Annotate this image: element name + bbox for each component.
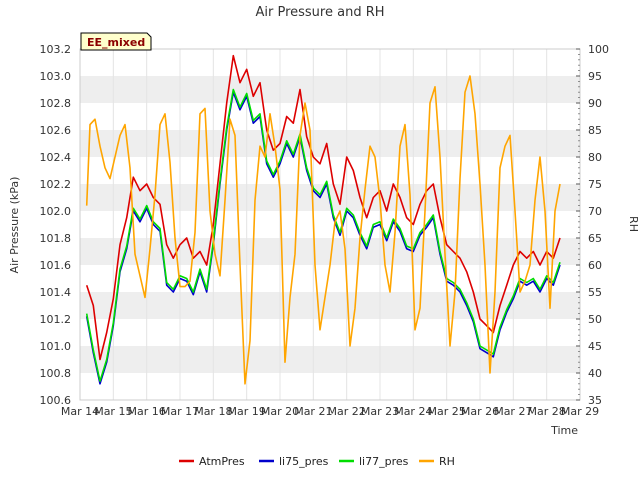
y-tick-label-right: 40 bbox=[588, 367, 602, 380]
badge: EE_mixed bbox=[80, 32, 152, 51]
x-tick-label: Mar 20 bbox=[261, 405, 299, 418]
y-axis-title-left: Air Pressure (kPa) bbox=[8, 177, 21, 274]
x-tick-label: Mar 18 bbox=[194, 405, 232, 418]
y-tick-label-right: 95 bbox=[588, 70, 602, 83]
y-tick-label-right: 50 bbox=[588, 313, 602, 326]
x-tick-label: Mar 17 bbox=[161, 405, 199, 418]
y-tick-label-right: 100 bbox=[588, 43, 609, 56]
series-line-atmpres bbox=[85, 54, 561, 361]
y-tick-label-left: 101.6 bbox=[40, 259, 72, 272]
legend: AtmPres li75_pres li77_pres RH bbox=[179, 455, 455, 468]
grid-band bbox=[80, 130, 580, 157]
right-axis: 35 40 45 50 55 60 65 70 75 80 85 90 95 100 bbox=[576, 43, 609, 407]
x-tick-label: Mar 16 bbox=[128, 405, 166, 418]
x-tick-label: Mar 14 bbox=[61, 405, 99, 418]
y-tick-label-left: 101.0 bbox=[40, 340, 72, 353]
series-line-rh bbox=[85, 75, 561, 385]
x-tick-label: Mar 29 bbox=[561, 405, 599, 418]
x-tick-label: Mar 28 bbox=[528, 405, 566, 418]
x-tick-label: Mar 24 bbox=[394, 405, 432, 418]
y-tick-label-right: 65 bbox=[588, 232, 602, 245]
y-tick-label-right: 80 bbox=[588, 151, 602, 164]
x-tick-label: Mar 25 bbox=[428, 405, 466, 418]
y-tick-label-left: 102.8 bbox=[40, 97, 72, 110]
legend-label-li77_pres: li77_pres bbox=[359, 455, 409, 468]
grid-band bbox=[80, 76, 580, 103]
badge-box bbox=[80, 32, 152, 51]
x-tick-label: Mar 22 bbox=[328, 405, 366, 418]
y-axis-title-right: RH bbox=[627, 216, 640, 232]
x-tick-label: Mar 23 bbox=[361, 405, 399, 418]
y-tick-label-left: 102.0 bbox=[40, 205, 72, 218]
y-tick-label-right: 70 bbox=[588, 205, 602, 218]
y-tick-label-left: 103.2 bbox=[40, 43, 72, 56]
y-tick-label-left: 101.8 bbox=[40, 232, 72, 245]
y-tick-label-left: 103.0 bbox=[40, 70, 72, 83]
y-tick-label-right: 35 bbox=[588, 394, 602, 407]
y-tick-label-left: 100.6 bbox=[40, 394, 72, 407]
y-tick-label-right: 85 bbox=[588, 124, 602, 137]
y-tick-label-right: 90 bbox=[588, 97, 602, 110]
badge-label: EE_mixed bbox=[87, 36, 145, 49]
y-tick-label-right: 55 bbox=[588, 286, 602, 299]
series-line-li77_pres bbox=[85, 88, 561, 382]
grid-band bbox=[80, 346, 580, 373]
plot-area-border bbox=[79, 48, 581, 401]
y-tick-label-right: 45 bbox=[588, 340, 602, 353]
chart-title: Air Pressure and RH bbox=[255, 5, 384, 20]
y-tick-label-left: 101.2 bbox=[40, 313, 72, 326]
y-tick-label-left: 100.8 bbox=[40, 367, 72, 380]
y-tick-label-right: 60 bbox=[588, 259, 602, 272]
x-tick-label: Mar 27 bbox=[494, 405, 532, 418]
y-tick-label-right: 75 bbox=[588, 178, 602, 191]
grid-band bbox=[80, 292, 580, 319]
y-tick-label-left: 102.4 bbox=[40, 151, 72, 164]
legend-label-li75_pres: li75_pres bbox=[279, 455, 329, 468]
legend-label-atmpres: AtmPres bbox=[199, 455, 245, 468]
y-tick-label-left: 102.2 bbox=[40, 178, 72, 191]
x-tick-label: Mar 21 bbox=[294, 405, 332, 418]
y-tick-label-left: 102.6 bbox=[40, 124, 72, 137]
x-axis-title: Time bbox=[550, 424, 578, 437]
legend-label-rh: RH bbox=[439, 455, 455, 468]
y-tick-label-left: 101.4 bbox=[40, 286, 72, 299]
x-tick-label: Mar 26 bbox=[461, 405, 499, 418]
left-axis: 100.6 100.8 101.0 101.2 101.4 101.6 101.8 102.0… bbox=[40, 43, 72, 407]
x-tick-label: Mar 15 bbox=[94, 405, 132, 418]
x-tick-label: Mar 19 bbox=[228, 405, 266, 418]
data-series bbox=[85, 54, 561, 385]
